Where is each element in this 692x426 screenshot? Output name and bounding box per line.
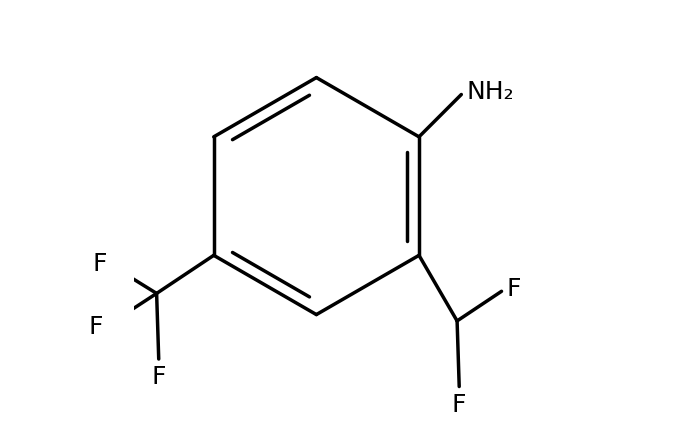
Text: F: F	[93, 252, 107, 276]
Text: F: F	[152, 366, 166, 389]
Text: NH₂: NH₂	[466, 81, 514, 104]
Text: F: F	[452, 393, 466, 417]
Text: F: F	[507, 277, 521, 301]
Text: F: F	[89, 315, 103, 339]
